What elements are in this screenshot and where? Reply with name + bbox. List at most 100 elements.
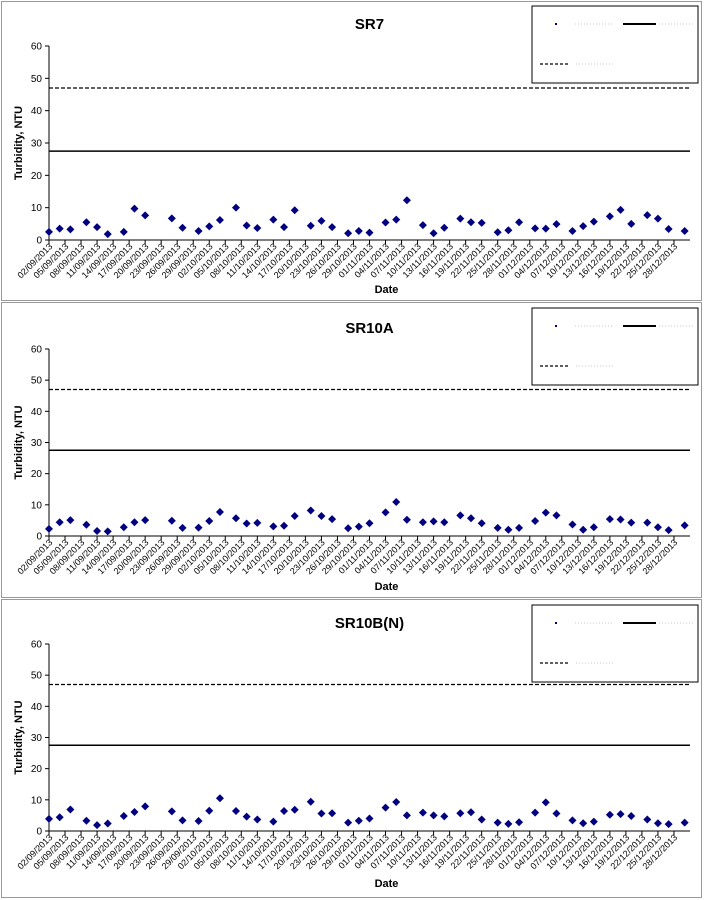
y-tick-label: 60 (31, 640, 43, 651)
data-point (103, 230, 112, 239)
x-axis-label: Date (375, 284, 399, 296)
y-tick-label: 50 (31, 74, 43, 85)
data-point (653, 214, 662, 223)
data-point (392, 498, 401, 507)
data-point (418, 221, 427, 230)
data-point (664, 526, 673, 535)
data-point (328, 809, 337, 818)
data-point (504, 819, 513, 828)
data-point (66, 516, 75, 525)
y-tick-label: 10 (31, 500, 43, 511)
data-point (568, 520, 577, 529)
data-point (130, 204, 139, 213)
data-point (616, 810, 625, 819)
data-point (552, 220, 561, 229)
data-point (231, 203, 240, 212)
data-point (194, 817, 203, 826)
data-point (440, 812, 449, 821)
data-point (568, 816, 577, 825)
data-point (66, 805, 75, 814)
data-point (589, 523, 598, 532)
data-point (392, 798, 401, 807)
data-point (493, 523, 502, 532)
data-point (579, 819, 588, 828)
data-point (515, 218, 524, 227)
data-point (365, 814, 374, 823)
data-point (579, 222, 588, 231)
data-point (653, 819, 662, 828)
data-point (103, 527, 112, 536)
chart-panel-sr7: SR7 0 10 20 30 40 50 60 Turbidity, NTU 02/09/2013… (1, 1, 702, 301)
data-point (344, 229, 353, 238)
data-point (141, 516, 150, 525)
data-point (541, 224, 550, 233)
data-point (440, 223, 449, 232)
data-point (194, 226, 203, 235)
data-point (402, 196, 411, 205)
data-point (605, 212, 614, 221)
data-point (466, 808, 475, 817)
legend-marker-sample (555, 23, 557, 25)
y-tick-label: 30 (31, 139, 43, 150)
data-point (242, 519, 251, 528)
data-point (205, 222, 214, 231)
data-point (55, 518, 64, 527)
data-point (93, 223, 102, 232)
data-point (589, 217, 598, 226)
data-point (269, 522, 278, 531)
data-point (381, 218, 390, 227)
data-point (552, 511, 561, 520)
chart-title: SR10A (345, 320, 394, 337)
data-point (178, 223, 187, 232)
data-point (680, 818, 689, 827)
y-tick-label: 10 (31, 795, 43, 806)
data-point (605, 515, 614, 524)
data-point (344, 524, 353, 533)
data-point (504, 525, 513, 534)
y-tick-label: 0 (36, 236, 42, 247)
data-point (317, 512, 326, 521)
data-point (504, 226, 513, 235)
y-tick-label: 20 (31, 171, 43, 182)
data-point (381, 803, 390, 812)
data-point (253, 224, 262, 233)
data-point (605, 810, 614, 819)
data-point (45, 227, 53, 236)
data-point (55, 224, 64, 233)
data-point (493, 818, 502, 827)
data-point (515, 818, 524, 827)
data-point (440, 518, 449, 527)
data-point (456, 214, 465, 223)
data-point (167, 214, 176, 223)
data-point (429, 811, 438, 820)
data-point (290, 206, 299, 215)
data-point (290, 805, 299, 814)
data-point (531, 517, 540, 526)
data-point (402, 515, 411, 524)
data-point (579, 525, 588, 534)
data-point (643, 815, 652, 824)
data-point (616, 515, 625, 524)
data-point (477, 519, 486, 528)
data-point (616, 205, 625, 214)
data-point (627, 812, 636, 821)
y-tick-label: 30 (31, 438, 43, 449)
data-point (354, 816, 363, 825)
y-tick-label: 50 (31, 376, 43, 387)
data-point (493, 228, 502, 237)
data-point (231, 807, 240, 816)
data-point (643, 211, 652, 220)
data-point (242, 221, 251, 230)
data-point (627, 219, 636, 228)
data-point (589, 817, 598, 826)
legend-marker-sample (555, 622, 557, 624)
legend-box (531, 604, 699, 683)
y-tick-label: 40 (31, 702, 43, 713)
legend (531, 307, 699, 386)
y-tick-label: 40 (31, 106, 43, 117)
data-point (477, 815, 486, 824)
y-tick-label: 10 (31, 203, 43, 214)
